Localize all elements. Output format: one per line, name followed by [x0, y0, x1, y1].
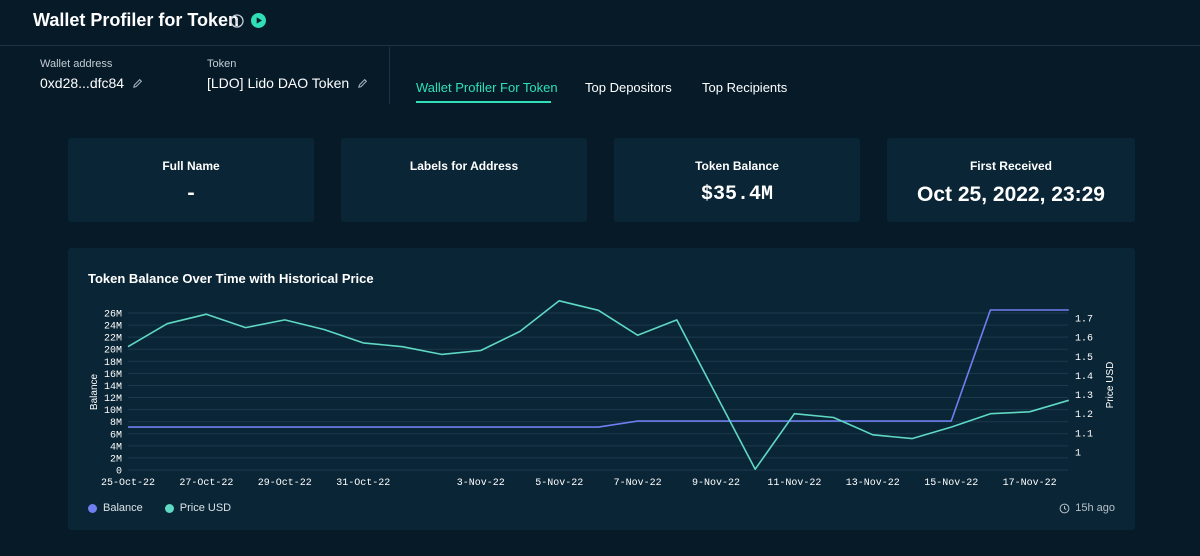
y-right-tick-label: 1: [1075, 449, 1081, 460]
y-left-tick-label: 18M: [104, 358, 122, 369]
x-tick-label: 7-Nov-22: [614, 478, 662, 489]
card-value: Oct 25, 2022, 23:29: [917, 183, 1105, 206]
price-series-line: [127, 299, 1070, 471]
y-left-tick-label: 10M: [104, 406, 122, 417]
x-tick-label: 15-Nov-22: [924, 478, 978, 489]
card-value: $35.4M: [700, 183, 773, 206]
legend-dot-price: [164, 503, 174, 513]
y-left-tick-label: 24M: [104, 322, 122, 333]
y-right-tick-label: 1.3: [1075, 391, 1093, 402]
page-title: Wallet Profiler for Token: [33, 10, 240, 30]
x-tick-label: 27-Oct-22: [179, 478, 233, 489]
tab-top-depositors[interactable]: Top Depositors: [585, 80, 672, 95]
info-circle-icon[interactable]: [230, 14, 244, 28]
legend-label: Price USD: [179, 502, 232, 514]
legend-item-balance[interactable]: Balance: [88, 502, 143, 514]
tab-top-recipients[interactable]: Top Recipients: [702, 80, 788, 95]
x-tick-label: 29-Oct-22: [258, 478, 312, 489]
legend-label: Balance: [103, 502, 143, 514]
page-header: Wallet Profiler for Token: [0, 0, 1200, 46]
pencil-icon[interactable]: [357, 78, 368, 89]
wallet-address-value: 0xd28...dfc84: [40, 75, 125, 91]
first-received-card: First Received Oct 25, 2022, 23:29: [887, 138, 1135, 222]
y-right-tick-label: 1.6: [1075, 334, 1093, 345]
y-left-tick-label: 4M: [110, 442, 122, 453]
full-name-card: Full Name -: [68, 138, 314, 222]
token-field[interactable]: Token [LDO] Lido DAO Token: [207, 58, 368, 91]
y-left-tick-label: 22M: [104, 334, 122, 345]
y-right-tick-label: 1.7: [1075, 315, 1093, 326]
play-circle-icon[interactable]: [251, 13, 266, 28]
y-left-tick-label: 8M: [110, 418, 122, 429]
y-left-tick-label: 6M: [110, 430, 122, 441]
y-left-tick-label: 26M: [104, 310, 122, 321]
y-left-tick-label: 0: [116, 467, 122, 478]
legend-dot-balance: [88, 503, 97, 513]
y-left-tick-label: 16M: [104, 370, 122, 381]
x-tick-label: 25-Oct-22: [101, 478, 155, 489]
card-title: Labels for Address: [409, 159, 519, 173]
y-left-tick-label: 14M: [104, 382, 122, 393]
last-updated: 15h ago: [1059, 502, 1115, 514]
y-right-tick-label: 1.2: [1075, 410, 1093, 421]
x-tick-label: 13-Nov-22: [846, 478, 900, 489]
y-left-tick-label: 20M: [104, 346, 122, 357]
header-divider: [389, 47, 390, 104]
legend-item-price[interactable]: Price USD: [164, 502, 232, 514]
chart-panel: Token Balance Over Time with Historical …: [68, 248, 1135, 530]
balance-series-line: [128, 309, 1069, 428]
card-title: Token Balance: [695, 159, 779, 173]
card-value: -: [184, 183, 197, 206]
chart-legend: Balance Price USD: [88, 502, 231, 514]
y-right-tick-label: 1.1: [1075, 429, 1093, 440]
y-right-axis-title: Price USD: [1105, 362, 1116, 409]
token-balance-card: Token Balance $35.4M: [614, 138, 860, 222]
y-left-axis-title: Balance: [89, 373, 100, 410]
card-title: Full Name: [162, 159, 220, 173]
y-left-tick-label: 2M: [110, 454, 122, 465]
token-label: Token: [207, 58, 237, 70]
token-value: [LDO] Lido DAO Token: [207, 75, 350, 91]
x-tick-label: 11-Nov-22: [767, 478, 821, 489]
labels-card: Labels for Address: [341, 138, 587, 222]
wallet-address-field[interactable]: Wallet address 0xd28...dfc84: [40, 58, 143, 91]
x-tick-label: 3-Nov-22: [457, 478, 505, 489]
pencil-icon[interactable]: [132, 78, 143, 89]
tab-wallet-profiler[interactable]: Wallet Profiler For Token: [416, 80, 558, 95]
x-tick-label: 9-Nov-22: [692, 478, 740, 489]
clock-icon: [1059, 503, 1070, 513]
y-left-tick-label: 12M: [104, 394, 122, 405]
active-tab-indicator: [416, 101, 551, 103]
x-tick-label: 17-Nov-22: [1003, 478, 1057, 489]
chart-title: Token Balance Over Time with Historical …: [88, 271, 374, 286]
wallet-address-label: Wallet address: [40, 58, 113, 70]
card-title: First Received: [969, 159, 1053, 173]
x-tick-label: 5-Nov-22: [535, 478, 583, 489]
y-right-tick-label: 1.4: [1075, 372, 1093, 383]
x-tick-label: 31-Oct-22: [336, 478, 390, 489]
last-updated-text: 15h ago: [1075, 502, 1115, 514]
y-right-tick-label: 1.5: [1075, 353, 1093, 364]
